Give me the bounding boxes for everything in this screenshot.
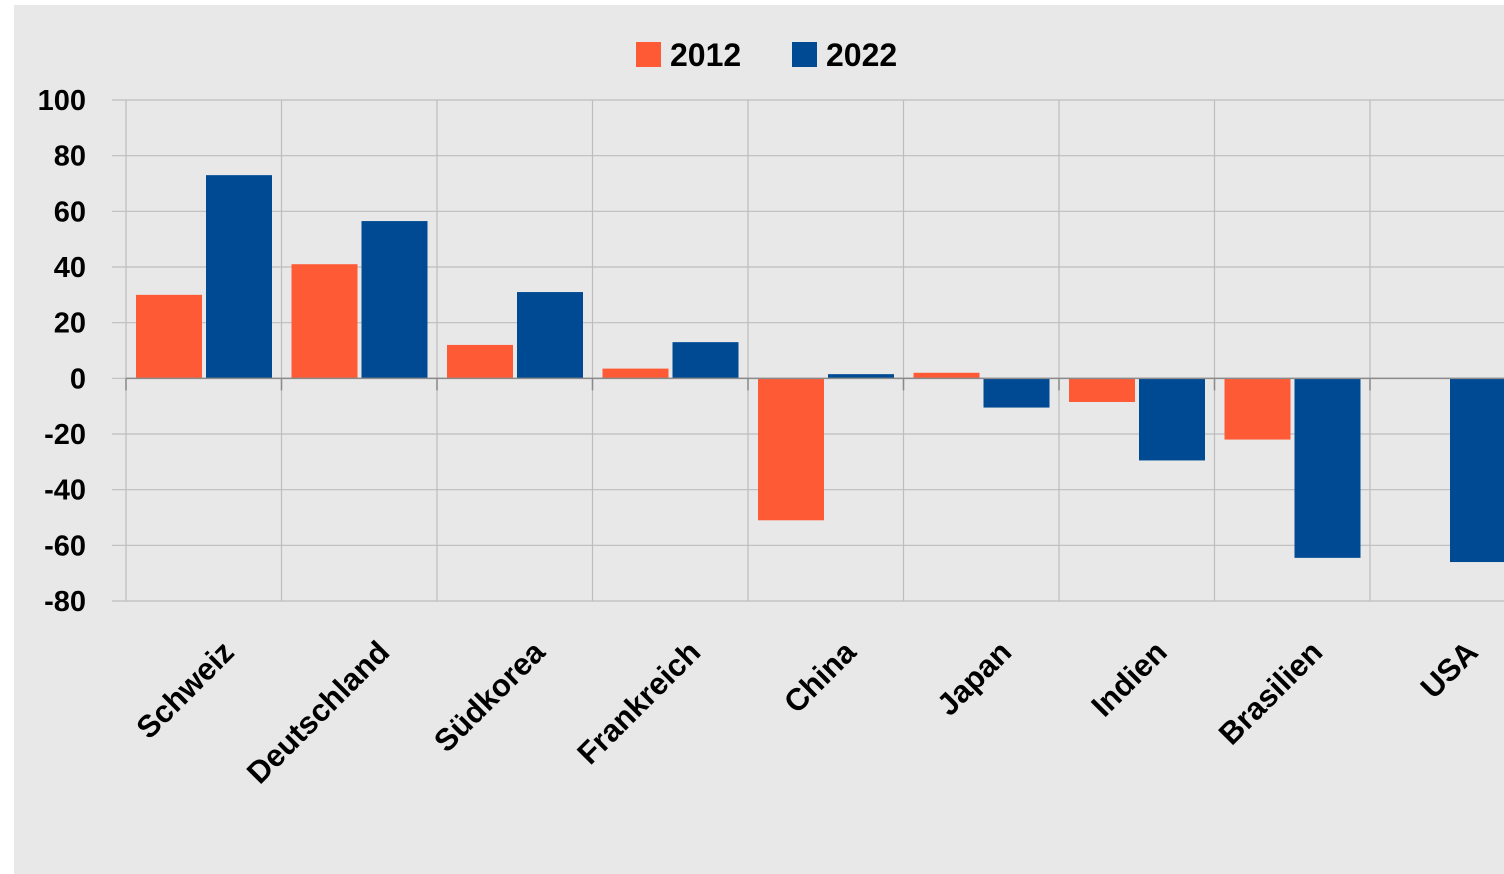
x-tick-label: USA	[1414, 634, 1485, 705]
bar-2012-Brasilien	[1224, 378, 1291, 440]
x-tick-label: Indien	[1084, 634, 1173, 723]
y-tick-label: -60	[44, 530, 86, 562]
legend-swatch	[792, 42, 817, 67]
y-tick-label: -80	[44, 586, 86, 618]
bar-2022-Indien	[1139, 378, 1205, 461]
bar-2022-China	[828, 374, 894, 379]
x-tick-label: Schweiz	[129, 634, 240, 745]
x-tick-label: Brasilien	[1212, 634, 1329, 751]
legend-label: 2012	[670, 37, 741, 73]
y-tick-label: -20	[44, 419, 86, 451]
bar-2022-Brasilien	[1294, 378, 1361, 558]
bar-2022-Japan	[983, 378, 1050, 408]
legend: 2012 2022	[636, 37, 897, 73]
y-tick-label: 80	[54, 141, 86, 173]
zero-axis	[125, 377, 1504, 391]
bar-2022-Südkorea	[517, 292, 583, 379]
bar-2012-Deutschland	[291, 264, 358, 379]
x-tick-label: Japan	[930, 634, 1018, 722]
x-tick-label: Südkorea	[427, 634, 552, 759]
y-tick-label: 40	[54, 252, 86, 284]
bar-2022-Frankreich	[672, 342, 739, 379]
bar-2012-Frankreich	[602, 368, 669, 379]
legend-label: 2022	[826, 37, 897, 73]
bar-2012-Indien	[1069, 378, 1135, 402]
bar-2012-Japan	[913, 372, 980, 379]
legend-swatch	[636, 42, 661, 67]
bar-2022-Deutschland	[361, 221, 428, 379]
y-tick-label: 0	[70, 363, 86, 395]
bar-2022-Schweiz	[206, 175, 272, 379]
x-tick-label: Deutschland	[240, 634, 396, 790]
bar-2012-Schweiz	[136, 294, 202, 379]
bar-2012-Südkorea	[447, 344, 513, 379]
y-tick-label: -40	[44, 475, 86, 507]
gridlines	[112, 99, 1504, 602]
bars	[136, 175, 1504, 563]
x-axis-labels: Schweiz Deutschland Südkorea Frankreich Chin…	[129, 634, 1484, 791]
y-tick-label: 20	[54, 308, 86, 340]
y-tick-label: 100	[38, 85, 86, 117]
x-tick-label: Frankreich	[570, 634, 707, 771]
y-axis-ticks: 100 80 60 40 20 0 -20 -40 -60 -80	[38, 85, 86, 618]
bar-2022-USA	[1450, 378, 1504, 563]
bar-2012-China	[758, 378, 824, 521]
y-tick-label: 60	[54, 196, 86, 228]
x-tick-label: China	[777, 634, 863, 720]
